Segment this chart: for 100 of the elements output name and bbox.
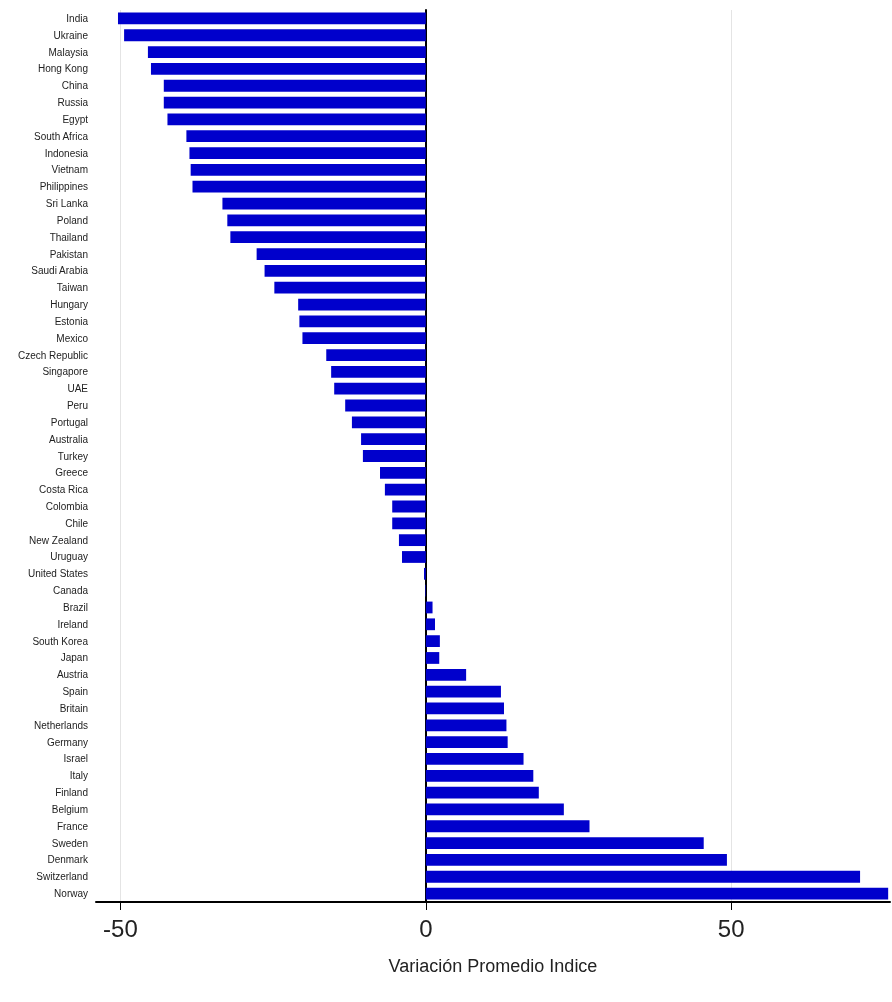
y-tick-label: Poland [56, 214, 88, 226]
y-tick-label: Britain [59, 702, 88, 714]
y-tick-label: New Zealand [29, 534, 88, 546]
bar [167, 113, 426, 126]
bar [264, 264, 426, 277]
x-tick-label: -50 [103, 914, 138, 942]
y-tick-label: Switzerland [36, 871, 88, 883]
bar [362, 450, 426, 462]
y-tick-label: Brazil [62, 601, 88, 613]
y-tick-label: Peru [66, 400, 88, 412]
y-tick-label: India [66, 12, 89, 24]
y-tick-label: Germany [46, 736, 88, 748]
bar [351, 416, 426, 429]
y-tick-label: Vietnam [51, 164, 88, 176]
bar [398, 534, 426, 547]
bar [425, 668, 467, 681]
y-tick-label: Israel [63, 753, 88, 765]
y-tick-label: Japan [60, 652, 88, 664]
y-tick-label: Chile [65, 517, 89, 529]
y-tick-label: Norway [54, 888, 88, 900]
bar [425, 753, 524, 765]
bar [117, 12, 426, 25]
bar [345, 399, 426, 412]
bar [425, 837, 704, 849]
y-tick-label: UAE [67, 383, 89, 395]
y-tick-label: Saudi Arabia [31, 265, 89, 277]
y-tick-label: Netherlands [34, 719, 88, 731]
bar [425, 601, 433, 614]
y-tick-label: Greece [55, 467, 89, 479]
y-tick-label: Malaysia [48, 46, 89, 58]
bar [384, 483, 426, 496]
y-tick-label: Hungary [50, 299, 88, 311]
y-tick-label: Ireland [57, 618, 88, 630]
y-tick-label: Australia [49, 433, 89, 445]
bar [425, 803, 564, 816]
bar [425, 635, 440, 648]
bar [124, 29, 426, 42]
bar [425, 870, 861, 883]
y-tick-label: Austria [56, 669, 89, 681]
y-tick-label: Italy [69, 770, 88, 782]
y-tick-label: Turkey [57, 450, 88, 462]
bar [274, 281, 426, 294]
bar [230, 231, 426, 244]
bar [392, 517, 426, 530]
x-tick-label: 50 [717, 914, 745, 942]
y-tick-label: South Korea [32, 635, 89, 647]
bar [186, 130, 426, 143]
y-tick-label: Sweden [51, 837, 88, 849]
y-tick-label: Indonesia [44, 147, 89, 159]
bar [299, 315, 426, 328]
bar [147, 46, 426, 58]
y-tick-label: China [61, 80, 89, 92]
bar [361, 433, 426, 446]
bar [425, 769, 534, 782]
y-tick-label: Hong Kong [37, 63, 88, 75]
y-tick-label: Pakistan [49, 248, 88, 260]
y-tick-label: Thailand [49, 231, 88, 243]
y-tick-label: Estonia [54, 315, 89, 327]
bar [425, 786, 539, 799]
y-tick-label: Spain [62, 686, 88, 698]
y-tick-label: Canada [52, 585, 89, 597]
bar [392, 500, 426, 513]
bar [302, 332, 426, 345]
bar [222, 197, 426, 210]
y-tick-label: Ukraine [53, 29, 89, 41]
y-tick-label: South Africa [34, 130, 89, 142]
y-tick-label: Russia [57, 97, 89, 109]
y-tick-label: Costa Rica [39, 484, 89, 496]
y-tick-label: United States [27, 568, 88, 580]
y-tick-label: Belgium [51, 803, 88, 815]
bar [298, 298, 426, 311]
bar [227, 214, 426, 227]
y-tick-label: Sri Lanka [45, 198, 89, 210]
bar [425, 887, 889, 900]
bar [425, 652, 440, 664]
x-axis-title: Variación Promedio Indice [388, 956, 598, 976]
bar [331, 365, 426, 378]
bar [425, 618, 435, 631]
y-tick-label: France [56, 820, 89, 832]
bar [425, 685, 501, 698]
bar [425, 719, 507, 732]
y-tick-label: Uruguay [50, 551, 88, 563]
bar [192, 180, 426, 193]
bar [380, 466, 426, 479]
bar [190, 164, 426, 176]
y-tick-label: Czech Republic [17, 349, 88, 361]
bar [256, 248, 426, 260]
bar [163, 79, 426, 92]
y-tick-label: Denmark [47, 854, 89, 866]
bar [334, 382, 426, 395]
bar [425, 736, 508, 748]
y-tick-label: Singapore [42, 366, 89, 378]
y-tick-label: Mexico [56, 332, 89, 344]
x-tick-label: 0 [419, 914, 433, 942]
y-tick-label: Finland [55, 787, 88, 799]
bar [425, 820, 590, 833]
y-tick-label: Egypt [62, 113, 89, 125]
y-tick-label: Colombia [45, 500, 89, 512]
bar [150, 63, 426, 75]
y-tick-label: Philippines [39, 181, 88, 193]
